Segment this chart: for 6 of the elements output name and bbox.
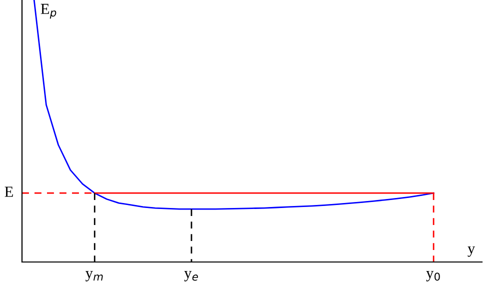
x-tick-label: y$_{e}$ xyxy=(184,271,198,282)
x-axis-title: y xyxy=(468,246,476,257)
y-axis-title: E$_{p}$ xyxy=(40,4,56,19)
x-tick-label: y$_{0}$ xyxy=(426,271,440,282)
text: E xyxy=(4,186,13,197)
x-tick-label: y$_{m}$ xyxy=(86,271,103,282)
